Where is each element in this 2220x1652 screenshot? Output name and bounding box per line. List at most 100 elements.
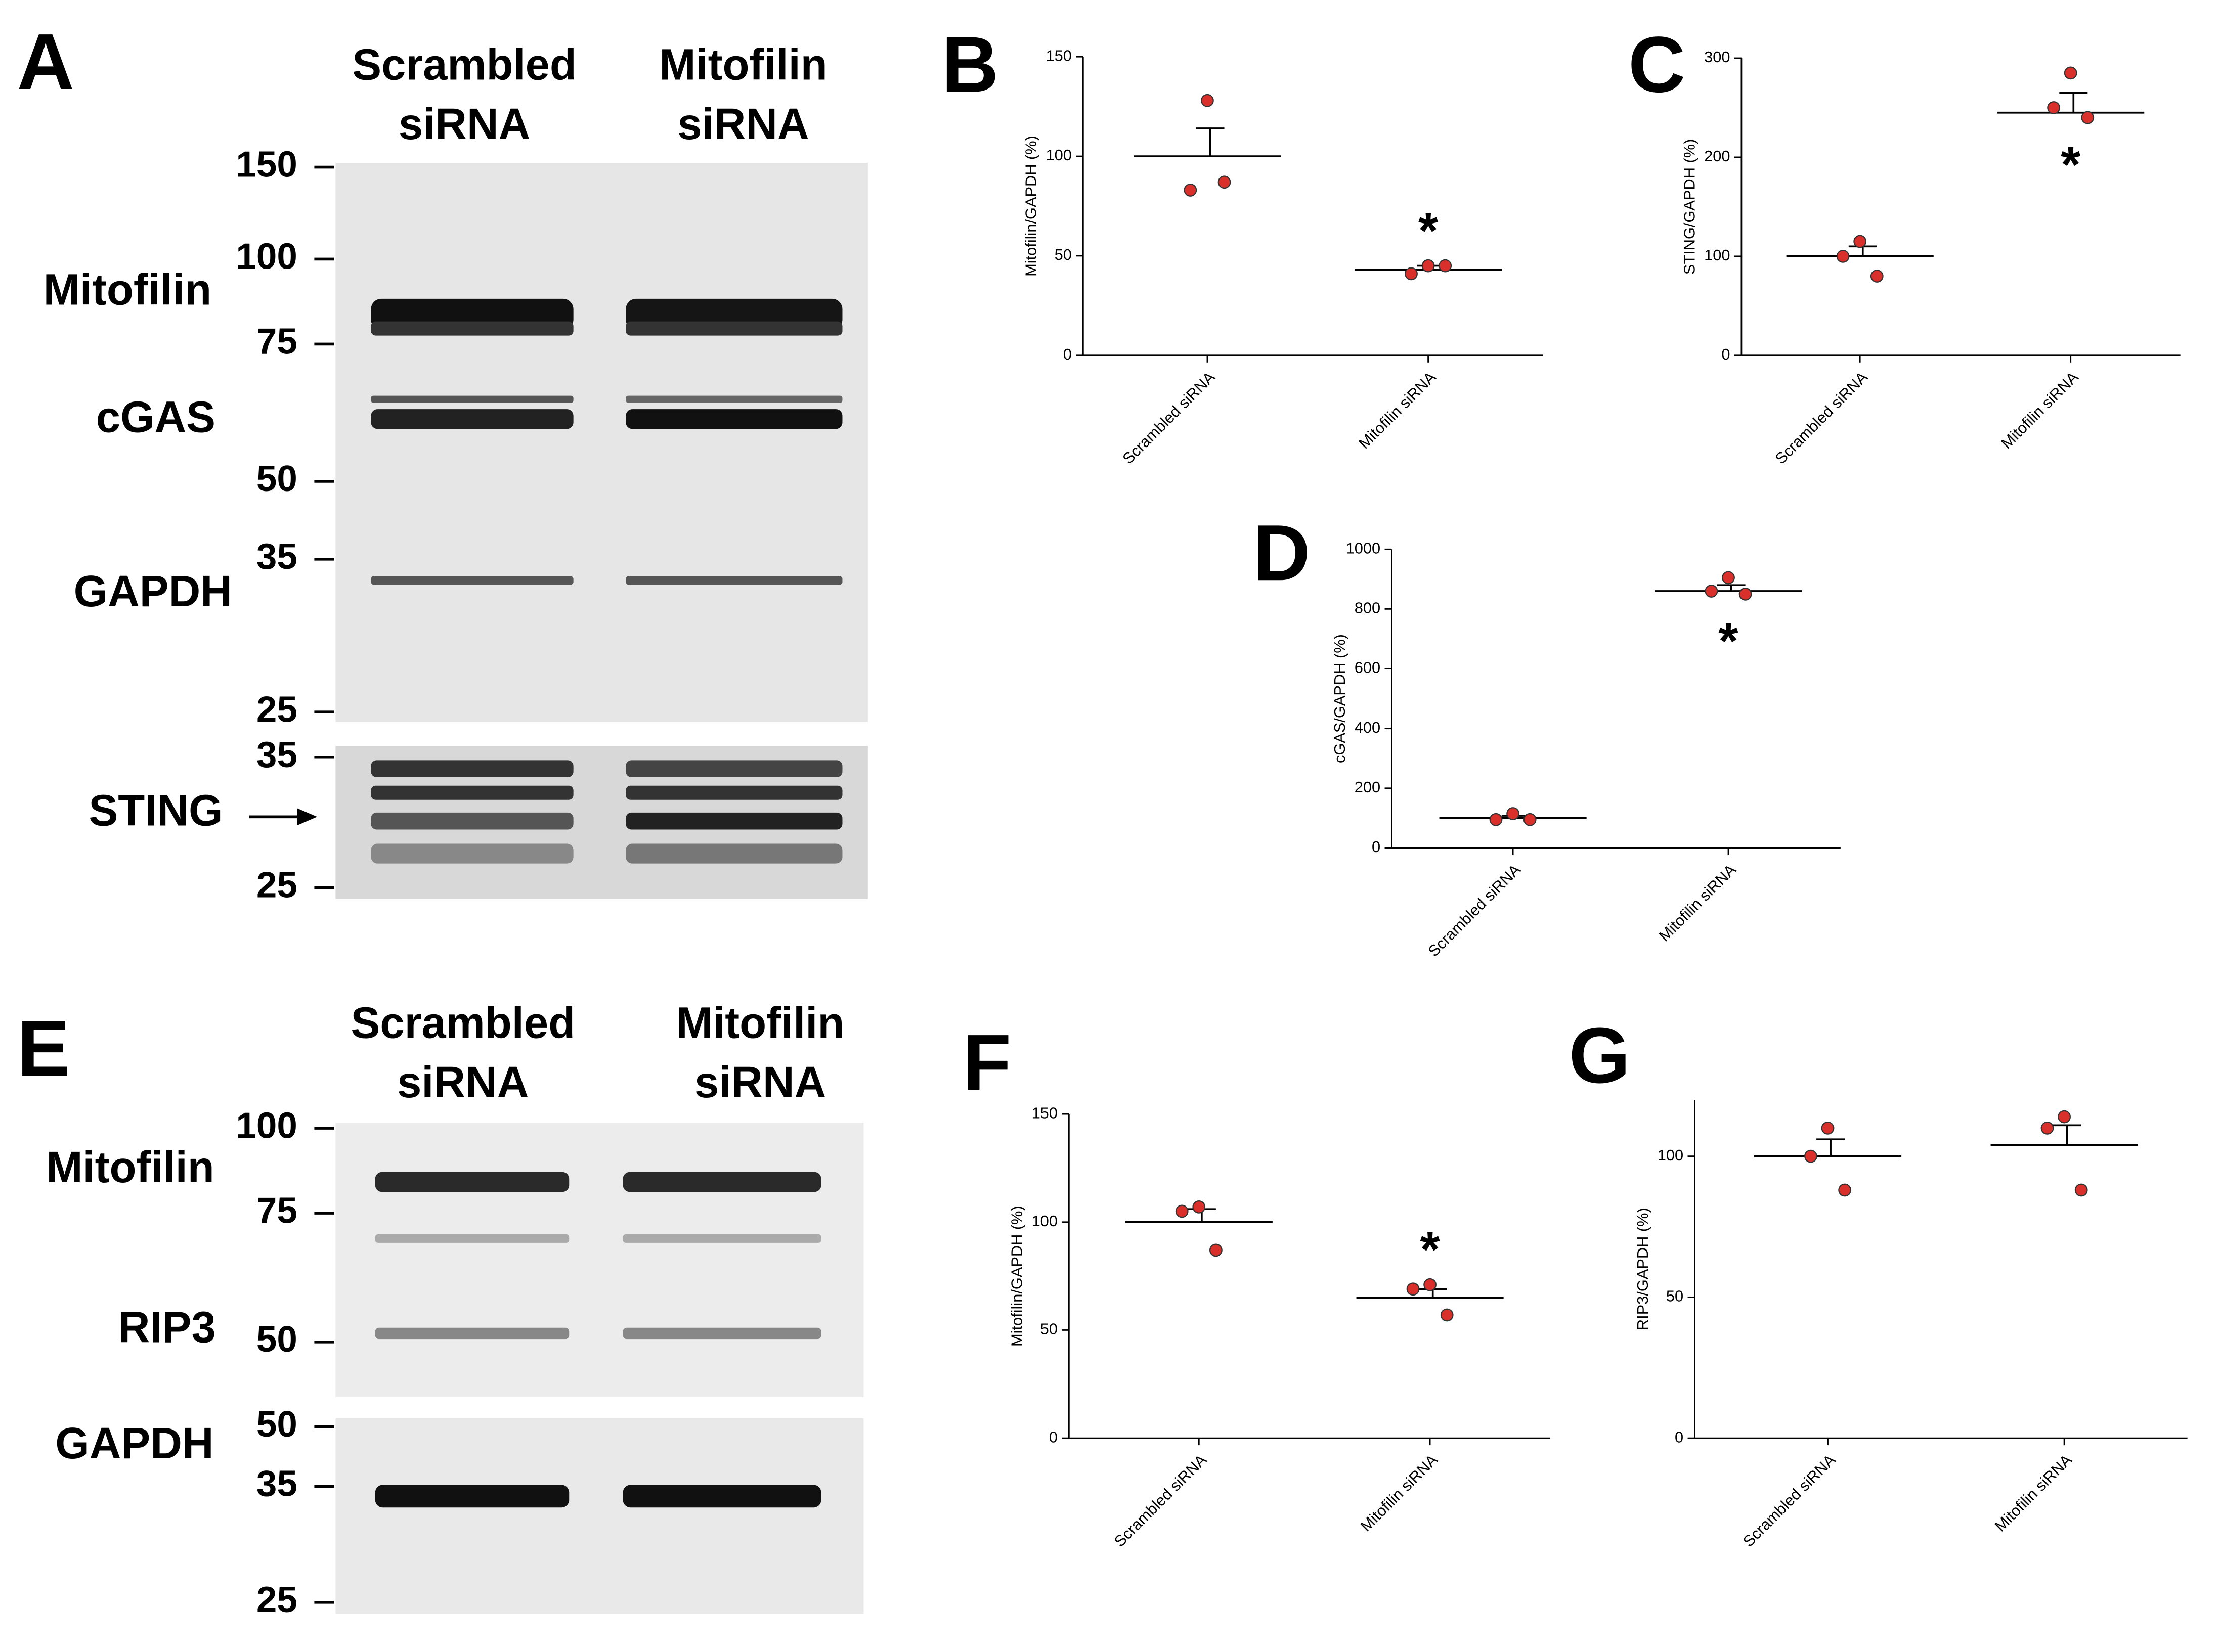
x-tick-label: Scrambled siRNA	[1739, 1451, 1839, 1550]
band	[626, 760, 843, 777]
band	[371, 812, 574, 830]
protein-label: cGAS	[96, 392, 215, 441]
marker-label: 100	[236, 1105, 297, 1146]
membrane	[335, 1418, 864, 1614]
y-tick-label: 0	[1372, 838, 1380, 856]
marker-label: 100	[236, 236, 297, 277]
y-tick-label: 400	[1355, 719, 1380, 736]
band	[371, 409, 574, 429]
y-tick-label: 0	[1721, 345, 1730, 363]
lane-label: siRNA	[397, 1058, 529, 1107]
band	[375, 1327, 570, 1340]
band	[371, 576, 574, 585]
lane-label: Mitofilin	[659, 40, 828, 90]
data-point	[2064, 66, 2077, 80]
data-point	[1804, 1149, 1817, 1163]
band	[626, 812, 843, 830]
marker-label: 35	[256, 536, 297, 577]
y-tick-label: 50	[1666, 1287, 1683, 1305]
band	[371, 321, 574, 336]
data-point	[1836, 249, 1850, 263]
protein-label: Mitofilin	[43, 265, 212, 315]
marker-label: 150	[236, 144, 297, 185]
data-point	[1421, 259, 1435, 273]
x-tick-label: Mitofilin siRNA	[1997, 368, 2082, 453]
data-point	[1705, 585, 1718, 598]
x-tick-label: Mitofilin siRNA	[1656, 861, 1740, 945]
band	[626, 395, 843, 403]
data-point	[1192, 1200, 1206, 1214]
data-point	[2040, 1122, 2054, 1135]
data-point	[1870, 270, 1884, 283]
x-tick-label: Scrambled siRNA	[1772, 368, 1871, 468]
protein-label: Mitofilin	[46, 1143, 214, 1192]
y-tick-label: 100	[1658, 1146, 1683, 1164]
y-tick-label: 1000	[1346, 539, 1380, 557]
y-tick-label: 50	[1055, 246, 1072, 263]
panel-letter: A	[17, 18, 74, 106]
data-point	[1489, 813, 1503, 826]
band	[623, 1172, 821, 1192]
band	[626, 409, 843, 429]
data-point	[1184, 184, 1197, 197]
y-axis-label: Mitofilin/GAPDH (%)	[1022, 136, 1040, 277]
y-tick-label: 100	[1704, 246, 1730, 264]
band	[371, 395, 574, 403]
panel-letter: G	[1569, 1011, 1630, 1100]
marker-label: 50	[256, 458, 297, 499]
y-tick-label: 150	[1046, 47, 1072, 64]
band	[623, 1327, 821, 1340]
band	[623, 1485, 821, 1508]
panel-letter: C	[1628, 21, 1685, 109]
data-point	[1738, 587, 1752, 601]
y-axis-label: RIP3/GAPDH (%)	[1634, 1208, 1651, 1330]
x-tick-label: Scrambled siRNA	[1111, 1451, 1210, 1550]
y-axis-label: Mitofilin/GAPDH (%)	[1008, 1205, 1026, 1347]
lane-label: Mitofilin	[676, 998, 845, 1047]
band	[375, 1234, 570, 1243]
x-tick-label: Scrambled siRNA	[1424, 861, 1524, 960]
y-axis-label: cGAS/GAPDH (%)	[1331, 634, 1348, 763]
data-point	[2074, 1183, 2088, 1197]
data-point	[1722, 571, 1735, 585]
data-point	[1201, 94, 1214, 107]
y-tick-label: 0	[1675, 1428, 1683, 1446]
data-point	[1821, 1122, 1835, 1135]
arrow-head	[297, 808, 317, 826]
significance-star: *	[1718, 613, 1738, 669]
marker-label: 25	[256, 1579, 297, 1620]
panel-letter: B	[941, 21, 998, 109]
band	[623, 1234, 821, 1243]
data-point	[1405, 267, 1418, 281]
marker-label: 35	[256, 734, 297, 775]
data-point	[1175, 1204, 1189, 1218]
band	[375, 1172, 570, 1192]
data-point	[1439, 259, 1452, 273]
panel-letter: D	[1253, 509, 1310, 597]
lane-label: siRNA	[694, 1058, 826, 1107]
x-tick-label: Mitofilin siRNA	[1357, 1451, 1442, 1535]
y-axis-label: STING/GAPDH (%)	[1680, 139, 1698, 275]
marker-label: 50	[256, 1404, 297, 1445]
band	[626, 321, 843, 336]
data-point	[1406, 1282, 1420, 1296]
x-tick-label: Mitofilin siRNA	[1355, 368, 1440, 453]
y-tick-label: 150	[1032, 1104, 1058, 1122]
data-point	[1838, 1183, 1852, 1197]
band	[626, 843, 843, 864]
lane-label: siRNA	[399, 100, 530, 149]
marker-label: 35	[256, 1463, 297, 1504]
data-point	[1423, 1278, 1437, 1291]
data-point	[1853, 235, 1867, 248]
band	[626, 785, 843, 800]
protein-label: RIP3	[118, 1303, 216, 1352]
panel-letter: E	[17, 1004, 70, 1093]
y-tick-label: 200	[1355, 778, 1380, 796]
panel-letter: F	[963, 1018, 1011, 1107]
marker-label: 75	[256, 1190, 297, 1231]
data-point	[1523, 813, 1537, 826]
membrane	[335, 1122, 864, 1397]
data-point	[1506, 807, 1519, 820]
band	[371, 843, 574, 864]
